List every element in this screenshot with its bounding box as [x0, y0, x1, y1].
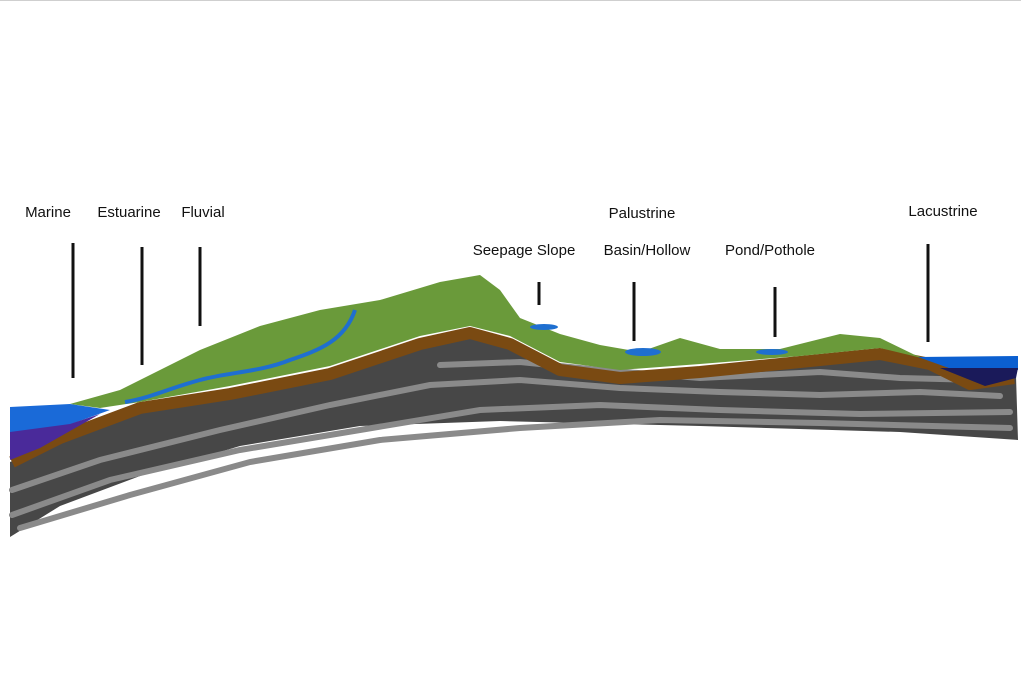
- label: Pond/Pothole: [725, 242, 815, 259]
- pointer-lines: [71, 243, 930, 378]
- label: Seepage Slope: [473, 242, 576, 259]
- label: Lacustrine: [908, 203, 977, 220]
- label: Estuarine: [97, 204, 160, 221]
- bedrock: [10, 335, 1018, 537]
- label: Basin/Hollow: [604, 242, 691, 259]
- label: Palustrine: [609, 205, 676, 222]
- pond-water: [756, 349, 788, 355]
- soil-layer: [9, 327, 1015, 468]
- lake-deep-water: [940, 368, 1018, 386]
- seepage-water: [530, 324, 558, 330]
- basin-water: [625, 348, 661, 356]
- marine-deep-water: [10, 414, 100, 460]
- land-surface: [70, 275, 930, 408]
- label: Marine: [25, 204, 71, 221]
- label: Fluvial: [181, 204, 224, 221]
- river: [124, 309, 357, 404]
